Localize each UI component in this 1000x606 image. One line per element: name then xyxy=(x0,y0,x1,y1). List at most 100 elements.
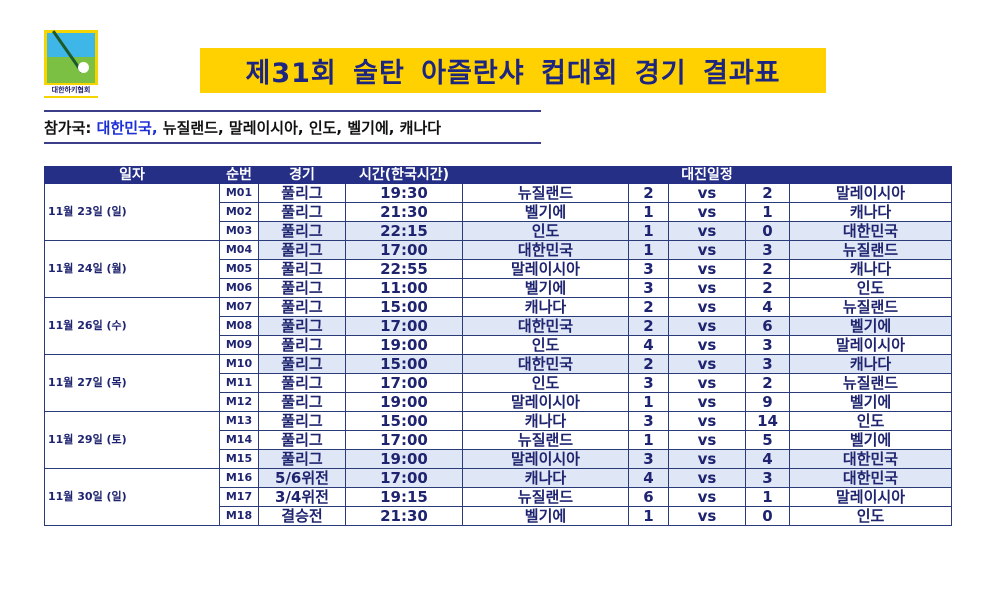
team2: 캐나다 xyxy=(788,259,953,279)
team1: 뉴질랜드 xyxy=(462,430,629,450)
match-type: 풀리그 xyxy=(258,259,346,279)
header-time: 시간(한국시간) xyxy=(345,166,463,184)
score1: 3 xyxy=(628,278,669,298)
match-number: M12 xyxy=(219,392,259,412)
team2: 캐나다 xyxy=(788,354,953,374)
team1: 캐나다 xyxy=(462,468,629,488)
team1: 인도 xyxy=(462,335,629,355)
score1: 2 xyxy=(628,183,669,203)
header-date: 일자 xyxy=(44,166,220,184)
team2: 인도 xyxy=(788,278,953,298)
score2: 5 xyxy=(745,430,790,450)
vs-label: vs xyxy=(668,259,746,279)
association-logo: 대한하키협회 xyxy=(44,30,98,98)
vs-label: vs xyxy=(668,202,746,222)
vs-label: vs xyxy=(668,430,746,450)
match-type: 풀리그 xyxy=(258,202,346,222)
team2: 캐나다 xyxy=(788,202,953,222)
match-time: 17:00 xyxy=(345,316,463,336)
match-number: M03 xyxy=(219,221,259,241)
vs-label: vs xyxy=(668,449,746,469)
match-date: 11월 26일 (수) xyxy=(44,297,220,355)
match-time: 19:00 xyxy=(345,335,463,355)
score2: 0 xyxy=(745,221,790,241)
table-row: 11월 24일 (월) M04 풀리그 17:00 대한민국 1 vs 3 뉴질랜드 xyxy=(44,240,953,298)
match-type: 풀리그 xyxy=(258,354,346,374)
score2: 2 xyxy=(745,259,790,279)
match-type: 풀리그 xyxy=(258,316,346,336)
vs-label: vs xyxy=(668,297,746,317)
score1: 1 xyxy=(628,202,669,222)
score2: 1 xyxy=(745,202,790,222)
header-match: 대진일정 xyxy=(461,166,953,184)
match-time: 21:30 xyxy=(345,202,463,222)
team1: 말레이시아 xyxy=(462,449,629,469)
vs-label: vs xyxy=(668,354,746,374)
match-number: M02 xyxy=(219,202,259,222)
score2: 6 xyxy=(745,316,790,336)
header-type: 경기 xyxy=(258,166,346,184)
score2: 3 xyxy=(745,468,790,488)
match-time: 11:00 xyxy=(345,278,463,298)
score1: 3 xyxy=(628,449,669,469)
table-row: M06 풀리그 11:00 벨기에 3 vs 2 인도 xyxy=(45,278,953,298)
match-time: 19:00 xyxy=(345,449,463,469)
team2: 벨기에 xyxy=(788,392,953,412)
match-time: 22:55 xyxy=(345,259,463,279)
match-type: 풀리그 xyxy=(258,183,346,203)
vs-label: vs xyxy=(668,392,746,412)
score2: 2 xyxy=(745,278,790,298)
match-type: 풀리그 xyxy=(258,449,346,469)
team1: 캐나다 xyxy=(462,297,629,317)
vs-label: vs xyxy=(668,468,746,488)
vs-label: vs xyxy=(668,221,746,241)
score1: 3 xyxy=(628,259,669,279)
score2: 3 xyxy=(745,335,790,355)
match-type: 풀리그 xyxy=(258,392,346,412)
participants-korea: 대한민국, xyxy=(96,119,158,137)
page-title: 제31회 술탄 아즐란샤 컵대회 경기 결과표 xyxy=(200,48,826,93)
match-number: M13 xyxy=(219,411,259,431)
team1: 캐나다 xyxy=(462,411,629,431)
team1: 뉴질랜드 xyxy=(462,487,629,507)
table-row: 11월 27일 (목) M10 풀리그 15:00 대한민국 2 vs 3 캐나다 xyxy=(44,354,953,412)
match-time: 15:00 xyxy=(345,411,463,431)
match-time: 17:00 xyxy=(345,430,463,450)
vs-label: vs xyxy=(668,373,746,393)
team2: 인도 xyxy=(788,506,953,526)
divider xyxy=(44,110,541,112)
match-number: M15 xyxy=(219,449,259,469)
match-type: 풀리그 xyxy=(258,411,346,431)
match-time: 15:00 xyxy=(345,297,463,317)
team2: 대한민국 xyxy=(788,221,953,241)
participants-label: 참가국: xyxy=(44,119,92,137)
team1: 대한민국 xyxy=(462,240,629,260)
match-number: M06 xyxy=(219,278,259,298)
match-time: 17:00 xyxy=(345,240,463,260)
vs-label: vs xyxy=(668,335,746,355)
vs-label: vs xyxy=(668,411,746,431)
vs-label: vs xyxy=(668,506,746,526)
score1: 1 xyxy=(628,506,669,526)
team2: 인도 xyxy=(788,411,953,431)
score2: 2 xyxy=(745,183,790,203)
team2: 대한민국 xyxy=(788,449,953,469)
match-time: 19:30 xyxy=(345,183,463,203)
score1: 2 xyxy=(628,297,669,317)
score1: 6 xyxy=(628,487,669,507)
score2: 4 xyxy=(745,449,790,469)
match-type: 5/6위전 xyxy=(258,468,346,488)
match-number: M08 xyxy=(219,316,259,336)
vs-label: vs xyxy=(668,183,746,203)
team2: 말레이시아 xyxy=(788,487,953,507)
table-row: 11월 23일 (일) M01 풀리그 19:30 뉴질랜드 2 vs 2 말레이시아 xyxy=(44,183,953,241)
match-number: M18 xyxy=(219,506,259,526)
table-row: M08 풀리그 17:00 대한민국 2 vs 6 벨기에 xyxy=(45,316,953,336)
match-time: 17:00 xyxy=(345,373,463,393)
match-number: M04 xyxy=(219,240,259,260)
table-row: 11월 30일 (일) M16 5/6위전 17:00 캐나다 4 vs 3 대한민국 xyxy=(44,468,953,526)
score2: 9 xyxy=(745,392,790,412)
team2: 벨기에 xyxy=(788,430,953,450)
team1: 뉴질랜드 xyxy=(462,183,629,203)
table-row: 11월 29일 (토) M13 풀리그 15:00 캐나다 3 vs 14 인도 xyxy=(44,411,953,469)
